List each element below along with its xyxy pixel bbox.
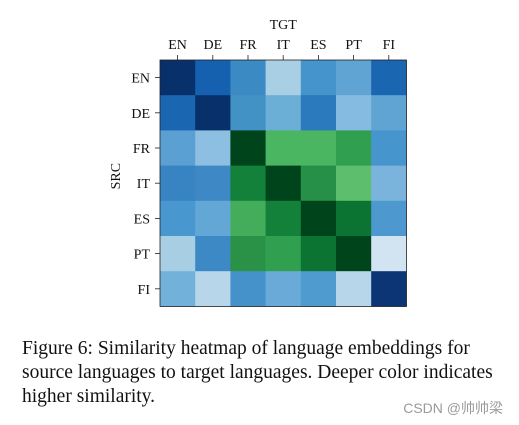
heatmap-cell-it-it — [265, 165, 302, 202]
heatmap-cell-pt-de — [195, 236, 231, 272]
heatmap-cell-fi-es — [300, 271, 337, 307]
y-axis-title: SRC — [109, 163, 124, 189]
heatmap-cell-de-fr — [230, 95, 266, 131]
heatmap-cell-fi-fi — [371, 271, 407, 307]
y-tick-label: IT — [137, 177, 151, 192]
heatmap-cell-en-es — [300, 60, 337, 96]
y-tick-label: FI — [138, 283, 151, 298]
heatmap-cell-pt-fr — [230, 236, 266, 272]
heatmap-cell-it-es — [300, 165, 337, 202]
heatmap-cell-es-fi — [371, 200, 407, 237]
heatmap-cell-es-de — [195, 200, 231, 237]
heatmap-cell-it-pt — [336, 165, 372, 202]
heatmap-cell-es-pt — [336, 200, 372, 237]
heatmap-cell-es-en — [160, 200, 196, 237]
heatmap-cell-it-fi — [371, 165, 407, 202]
y-tick-label: DE — [131, 107, 150, 122]
heatmap-cell-it-de — [195, 165, 231, 202]
heatmap-cell-en-fr — [230, 60, 266, 96]
x-tick-label: PT — [345, 38, 362, 53]
x-tick-label: FI — [383, 38, 396, 53]
heatmap-cell-fr-de — [195, 130, 231, 166]
heatmap-cell-de-de — [195, 95, 231, 131]
x-tick-label: IT — [277, 38, 291, 53]
watermark: CSDN @帅帅梁 — [403, 400, 503, 416]
figure-caption: Figure 6: Similarity heatmap of language… — [22, 338, 493, 407]
heatmap-cell-pt-fi — [371, 236, 407, 272]
heatmap-cell-en-fi — [371, 60, 407, 96]
heatmap-cell-pt-pt — [336, 236, 372, 272]
heatmap-cell-en-de — [195, 60, 231, 96]
heatmap-cell-de-pt — [336, 95, 372, 131]
heatmap-cell-de-en — [160, 95, 196, 131]
heatmap-cell-it-fr — [230, 165, 266, 202]
heatmap-cell-es-it — [265, 200, 302, 237]
heatmap-cell-pt-es — [300, 236, 337, 272]
x-tick-label: EN — [168, 38, 187, 53]
heatmap-cell-fr-es — [300, 130, 337, 166]
heatmap-cell-fi-de — [195, 271, 231, 307]
heatmap-cell-it-en — [160, 165, 196, 202]
heatmap-cell-pt-en — [160, 236, 196, 272]
x-tick-label: ES — [310, 38, 326, 53]
heatmap-cell-fr-it — [265, 130, 302, 166]
heatmap-cell-de-es — [300, 95, 337, 131]
heatmap-cell-fi-fr — [230, 271, 266, 307]
heatmap-cell-fr-pt — [336, 130, 372, 166]
heatmap-cell-pt-it — [265, 236, 302, 272]
heatmap-chart: EN DE FR IT ES PT FI EN DE FR IT ES PT FI TGT SRC — [109, 18, 407, 307]
heatmap-cell-en-it — [265, 60, 302, 96]
heatmap-cell-fi-pt — [336, 271, 372, 307]
heatmap-cell-es-es — [300, 200, 337, 237]
heatmap-cell-fi-it — [265, 271, 302, 307]
y-tick-label: FR — [133, 142, 151, 157]
y-tick-label: ES — [134, 212, 150, 227]
heatmap-cell-fr-fi — [371, 130, 407, 166]
y-tick-label: EN — [131, 72, 150, 87]
heatmap-cell-de-it — [265, 95, 302, 131]
x-tick-label: DE — [203, 38, 222, 53]
heatmap-cell-fi-en — [160, 271, 196, 307]
heatmap-cell-es-fr — [230, 200, 266, 237]
heatmap-cell-fr-en — [160, 130, 196, 166]
x-tick-label: FR — [239, 38, 257, 53]
x-axis-title: TGT — [270, 18, 298, 33]
heatmap-cell-en-en — [160, 60, 196, 96]
heatmap-cell-fr-fr — [230, 130, 266, 166]
y-tick-label: PT — [134, 248, 151, 263]
heatmap-cell-de-fi — [371, 95, 407, 131]
heatmap-cell-en-pt — [336, 60, 372, 96]
